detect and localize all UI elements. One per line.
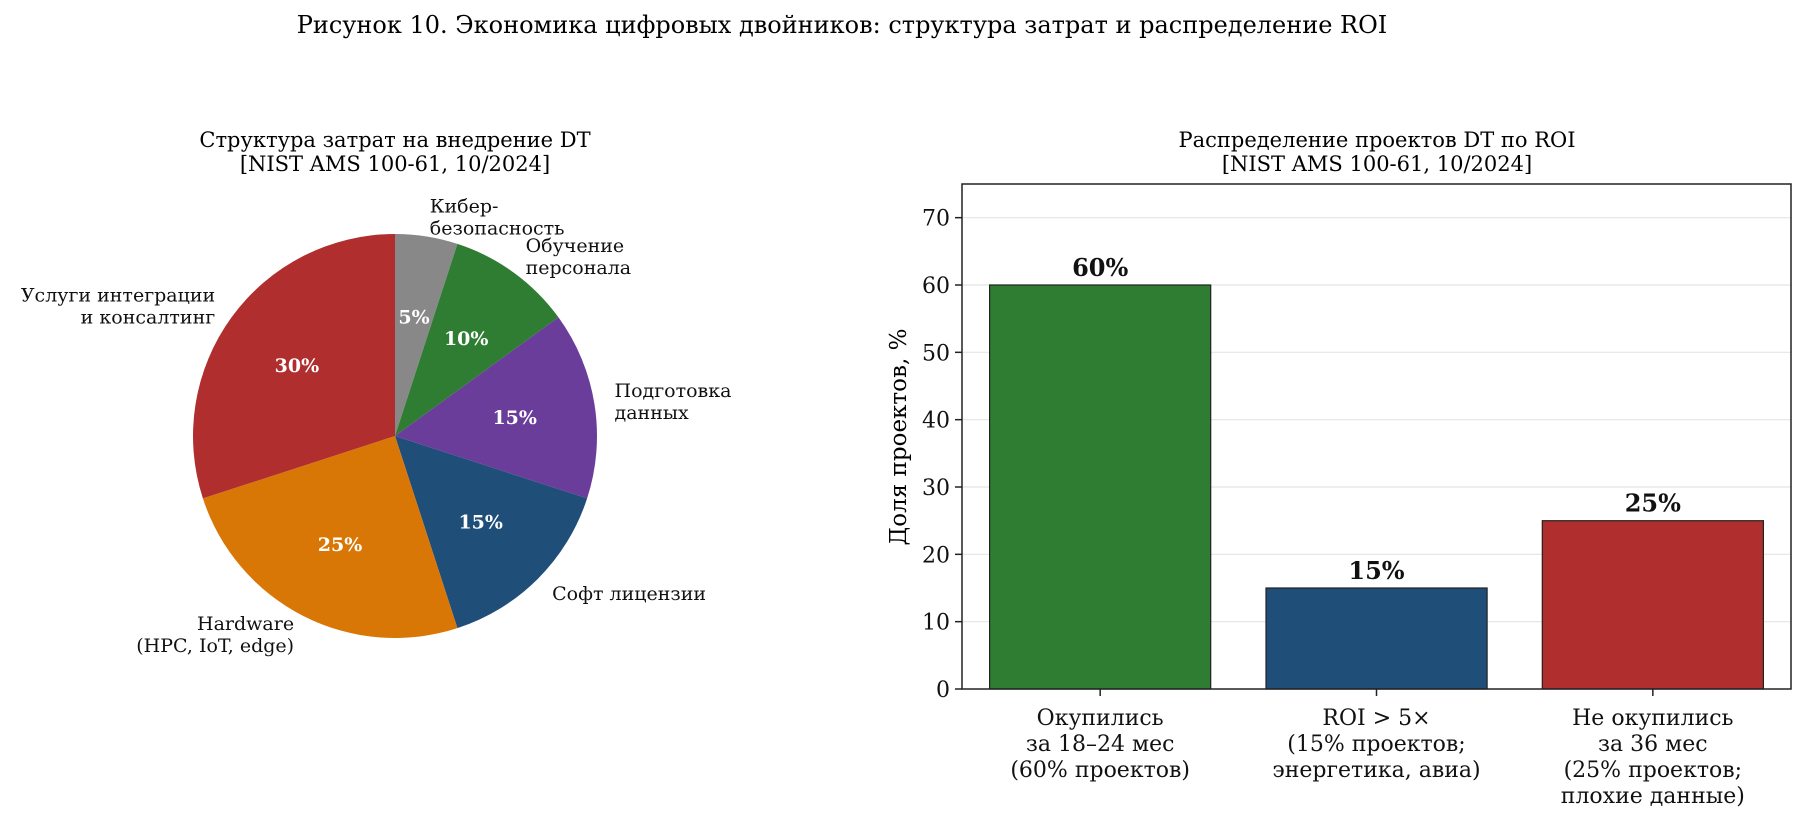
pie-percent-label: 5%	[398, 306, 429, 328]
pie-percent-label: 15%	[492, 407, 537, 429]
pie-percent-label: 25%	[318, 534, 363, 556]
pie-category-label: Софт лицензии	[552, 583, 706, 605]
pie-category-label: Кибер-	[430, 196, 499, 218]
bar-subtitle: [NIST AMS 100-61, 10/2024]	[1222, 152, 1532, 176]
pie-slice	[202, 436, 458, 638]
bar	[1541, 520, 1765, 690]
x-tick-label: (25% проектов;	[1564, 758, 1742, 783]
pie-slice	[193, 234, 395, 499]
x-tick-label: Окупились	[1037, 706, 1164, 731]
y-tick-label: 10	[922, 611, 950, 636]
pie-category-label: Hardware	[197, 613, 294, 635]
pie-slice	[395, 243, 559, 436]
pie-category-label: безопасность	[430, 218, 565, 240]
figure-title: Рисунок 10. Экономика цифровых двойников…	[297, 11, 1388, 39]
y-tick-label: 70	[922, 207, 950, 232]
y-tick-label: 50	[922, 341, 950, 366]
bars: 60% 15% 25%	[988, 253, 1765, 690]
pie-slice	[395, 317, 597, 499]
y-tick-label: 60	[922, 274, 950, 299]
y-tick-label: 20	[922, 543, 950, 568]
pie-percent-label: 10%	[444, 328, 489, 350]
bar-value-label: 25%	[1625, 489, 1681, 518]
pie-chart: Структура затрат на внедрение DT [NIST A…	[21, 128, 732, 657]
y-axis-ticks: 0 10 20 30 40 50 60 70	[922, 207, 962, 703]
x-tick-label: за 18–24 мес	[1026, 732, 1175, 757]
x-tick-label: (60% проектов)	[1010, 758, 1190, 783]
pie-category-label: и консалтинг	[81, 306, 216, 328]
pie-category-label: Услуги интеграции	[21, 284, 215, 306]
y-tick-label: 0	[936, 678, 950, 703]
pie-category-label: (HPC, IoT, edge)	[136, 635, 294, 657]
pie-slice	[395, 234, 458, 436]
y-tick-label: 40	[922, 409, 950, 434]
x-tick-label: плохие данные)	[1561, 784, 1745, 809]
pie-percent-label: 30%	[275, 355, 320, 377]
pie-category-label: Подготовка	[615, 380, 732, 402]
pie-labels: 5% Кибер-безопасность 10% Обучениеперсонала…	[21, 196, 732, 657]
y-axis-label: Доля проектов, %	[886, 329, 912, 546]
pie-title: Структура затрат на внедрение DT	[199, 128, 590, 152]
bar-title: Распределение проектов DT по ROI	[1178, 128, 1575, 152]
x-tick-label: ROI > 5×	[1322, 706, 1430, 731]
pie-category-label: персонала	[526, 257, 632, 279]
bar-value-label: 15%	[1348, 556, 1404, 585]
x-tick-label: Не окупились	[1572, 706, 1733, 731]
pie-category-label: Обучение	[526, 235, 625, 257]
bar-chart: Распределение проектов DT по ROI [NIST A…	[886, 128, 1792, 809]
pie-percent-label: 15%	[458, 512, 503, 534]
pie-category-label: данных	[615, 402, 689, 424]
x-tick-label: (15% проектов;	[1287, 732, 1465, 757]
bar	[988, 284, 1212, 690]
pie-slice	[395, 436, 588, 629]
pie-slices	[193, 234, 597, 638]
pie-subtitle: [NIST AMS 100-61, 10/2024]	[240, 152, 550, 176]
bar-value-label: 60%	[1072, 253, 1128, 282]
x-tick-label: за 36 мес	[1598, 732, 1708, 757]
y-tick-label: 30	[922, 476, 950, 501]
bar	[1265, 587, 1488, 690]
x-tick-label: энергетика, авиа)	[1272, 758, 1480, 783]
